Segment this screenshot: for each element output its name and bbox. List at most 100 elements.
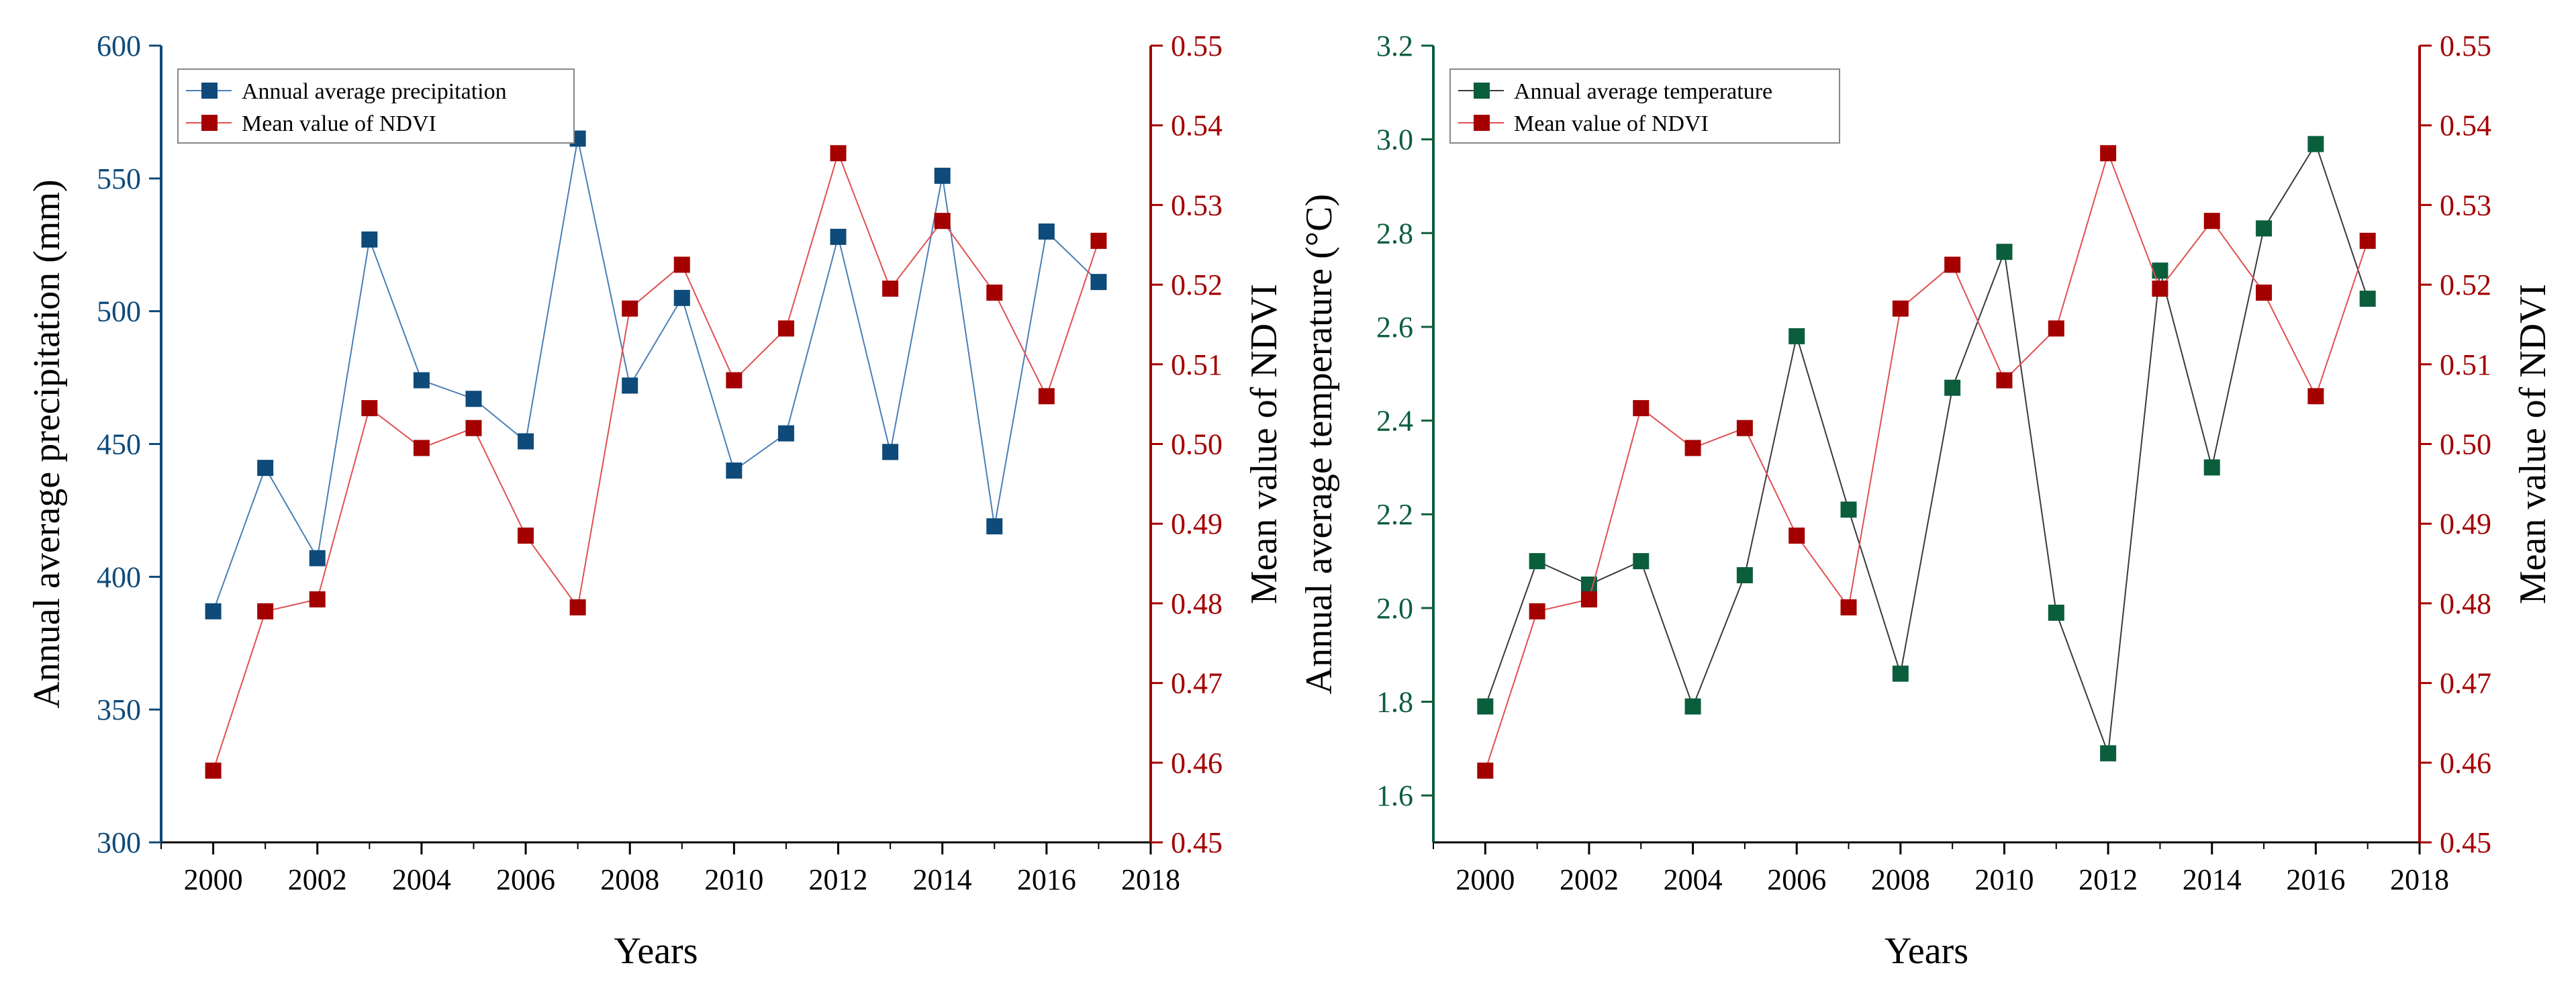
- y-right-tick-label: 0.45: [2440, 826, 2491, 859]
- x-tick-label: 2010: [1974, 863, 2034, 896]
- series-1-point: [622, 377, 638, 394]
- y-left-tick-label: 600: [97, 30, 141, 62]
- series-1-point: [1996, 244, 2013, 260]
- y-left-tick-label: 350: [97, 693, 141, 726]
- y-left-tick-label: 450: [97, 428, 141, 461]
- x-tick-label: 2012: [2079, 863, 2138, 896]
- series-1-point: [1944, 379, 1961, 396]
- series-2-point: [1840, 599, 1857, 615]
- series-2-point: [309, 591, 326, 607]
- y-left-tick-label: 2.8: [1376, 217, 1413, 250]
- series-1-point: [2048, 604, 2064, 621]
- y-right-tick-label: 0.55: [1171, 30, 1223, 62]
- series-2-point: [1892, 300, 1909, 317]
- x-tick-label: 2004: [392, 863, 451, 896]
- legend-label: Annual average temperature: [1514, 79, 1772, 104]
- series-2-point: [1788, 528, 1805, 544]
- legend-label: Mean value of NDVI: [1514, 111, 1709, 136]
- series-2-point: [465, 420, 482, 436]
- x-tick-label: 2012: [809, 863, 868, 896]
- series-1-point: [465, 391, 482, 407]
- series-2-point: [361, 400, 378, 417]
- series-2-point: [1038, 388, 1055, 405]
- series-2-point: [986, 284, 1003, 301]
- y-right-tick-label: 0.53: [2440, 189, 2491, 221]
- series-line-1: [1484, 142, 2369, 754]
- series-line-2: [1484, 151, 2369, 771]
- x-tick-label: 2000: [184, 863, 243, 896]
- legend-marker: [201, 83, 218, 99]
- series-2-point: [2048, 320, 2064, 337]
- series-1-point: [986, 518, 1003, 535]
- series-2-point: [2359, 232, 2376, 249]
- series-1-point: [2203, 459, 2220, 476]
- y-left-tick-label: 2.4: [1376, 405, 1413, 438]
- series-2-point: [1944, 256, 1961, 273]
- y-left-tick-label: 3.2: [1376, 30, 1413, 62]
- x-tick-label: 2004: [1664, 863, 1723, 896]
- y-right-tick-label: 0.54: [2440, 109, 2491, 142]
- series-1-point: [882, 444, 899, 460]
- y-left-tick-label: 2.0: [1376, 592, 1413, 625]
- y-left-tick-label: 400: [97, 560, 141, 593]
- y-right-tick-label: 0.51: [1171, 348, 1223, 381]
- series-1-point: [1892, 665, 1909, 682]
- series-1-point: [518, 433, 534, 450]
- y-right-tick-label: 0.53: [1171, 189, 1223, 221]
- series-1-point: [777, 425, 794, 442]
- y-left-axis-title: Annual average temperature (°C): [1298, 194, 1340, 694]
- series-2-point: [1477, 762, 1494, 779]
- y-right-tick-label: 0.54: [1171, 109, 1223, 142]
- x-tick-label: 2010: [704, 863, 763, 896]
- series-2-point: [1580, 591, 1597, 607]
- y-right-tick-label: 0.47: [2440, 667, 2491, 700]
- y-right-tick-label: 0.49: [1171, 507, 1223, 540]
- y-right-tick-label: 0.47: [1171, 667, 1223, 700]
- series-2-point: [2152, 281, 2168, 297]
- y-left-tick-label: 500: [97, 295, 141, 328]
- series-2-point: [1529, 603, 1545, 620]
- series-2-point: [2203, 213, 2220, 230]
- y-right-tick-label: 0.50: [2440, 428, 2491, 461]
- series-1-point: [413, 372, 430, 389]
- y-right-tick-label: 0.46: [1171, 746, 1223, 779]
- legend-label: Mean value of NDVI: [242, 111, 436, 136]
- series-2-point: [257, 603, 274, 620]
- x-tick-label: 2006: [496, 863, 555, 896]
- series-line-2: [212, 151, 1100, 771]
- series-1-point: [830, 228, 847, 245]
- y-right-tick-label: 0.48: [2440, 587, 2491, 620]
- series-1-point: [1840, 501, 1857, 518]
- series-2-point: [2100, 145, 2117, 162]
- x-tick-label: 2018: [1121, 863, 1180, 896]
- series-2-point: [777, 320, 794, 337]
- series-1-point: [257, 460, 274, 477]
- x-tick-label: 2014: [913, 863, 972, 896]
- x-tick-label: 2000: [1456, 863, 1515, 896]
- y-right-axis-title: Mean value of NDVI: [2512, 284, 2554, 604]
- y-right-tick-label: 0.48: [1171, 587, 1223, 620]
- y-left-tick-label: 1.8: [1376, 686, 1413, 719]
- y-right-axis-title: Mean value of NDVI: [1243, 284, 1285, 604]
- series-2-point: [413, 440, 430, 456]
- series-1-point: [1684, 698, 1701, 715]
- series-1-point: [1633, 553, 1650, 570]
- series-1-point: [309, 550, 326, 566]
- series-2-point: [1684, 440, 1701, 456]
- y-right-tick-label: 0.45: [1171, 826, 1223, 859]
- x-tick-label: 2002: [288, 863, 347, 896]
- y-left-tick-label: 300: [97, 826, 141, 859]
- x-axis-title: Years: [614, 930, 698, 972]
- series-1-point: [205, 603, 222, 620]
- series-2-point: [622, 300, 638, 317]
- series-2-point: [934, 213, 951, 230]
- series-1-point: [1529, 553, 1545, 570]
- x-tick-label: 2018: [2390, 863, 2449, 896]
- x-tick-label: 2006: [1767, 863, 1826, 896]
- series-1-point: [2100, 745, 2117, 762]
- series-1-point: [1477, 698, 1494, 715]
- series-1-point: [673, 289, 690, 306]
- y-right-tick-label: 0.52: [2440, 268, 2491, 301]
- y-left-tick-label: 1.6: [1376, 779, 1413, 812]
